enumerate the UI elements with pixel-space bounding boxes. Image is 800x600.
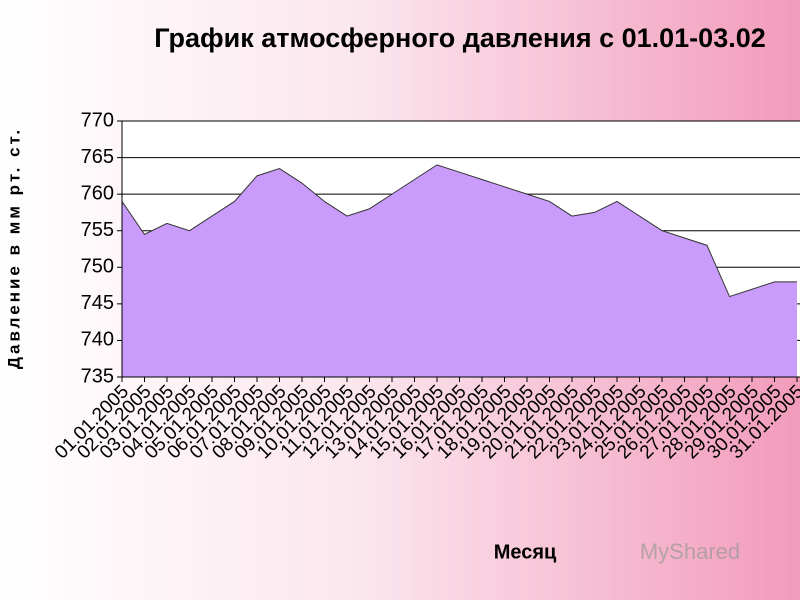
y-axis-label: Давление в мм рт. ст. bbox=[4, 127, 23, 369]
y-tick-label: 740 bbox=[81, 329, 114, 351]
x-axis-label: Месяц bbox=[494, 541, 557, 563]
y-tick-label: 770 bbox=[81, 109, 114, 131]
area-line bbox=[121, 164, 797, 298]
y-tick-label: 760 bbox=[81, 182, 114, 204]
watermark: MyShared bbox=[640, 539, 740, 564]
y-tick-label: 745 bbox=[81, 292, 114, 314]
area bbox=[122, 164, 797, 377]
y-tick-label: 735 bbox=[81, 365, 114, 387]
y-tick-label: 750 bbox=[81, 256, 114, 278]
y-tick-label: 765 bbox=[81, 146, 114, 168]
y-tick-label: 755 bbox=[81, 219, 114, 241]
chart-title: График атмосферного давления с 01.01-03.… bbox=[154, 23, 766, 53]
